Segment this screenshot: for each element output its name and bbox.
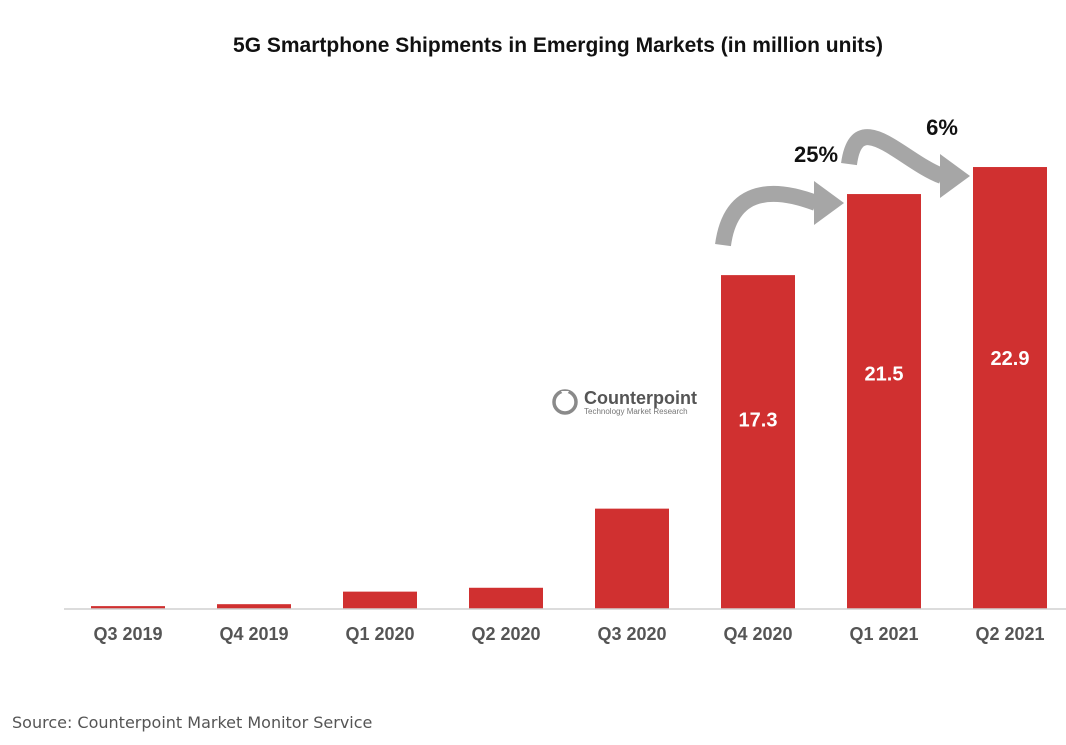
bar-q1-2020: [343, 591, 417, 609]
source-note: Source: Counterpoint Market Monitor Serv…: [12, 713, 373, 732]
x-tick-label: Q4 2020: [723, 624, 792, 644]
data-label: 22.9: [991, 348, 1030, 370]
growth-arrow-head: [814, 181, 844, 226]
bar-q3-2020: [595, 508, 669, 609]
bar-q4-2019: [217, 604, 291, 609]
bar-q1-2021: [847, 194, 921, 610]
growth-arrow-head: [940, 154, 970, 199]
growth-arrow-shaft: [841, 129, 946, 184]
chart-title: 5G Smartphone Shipments in Emerging Mark…: [233, 34, 883, 57]
x-tick-label: Q1 2021: [849, 624, 918, 644]
growth-label: 25%: [794, 142, 838, 167]
x-tick-label: Q2 2020: [471, 624, 540, 644]
x-tick-label: Q2 2021: [975, 624, 1044, 644]
data-label: 21.5: [865, 363, 904, 385]
bar-q2-2020: [469, 587, 543, 609]
growth-label: 6%: [926, 115, 958, 140]
bars-layer: [91, 167, 1047, 610]
counterpoint-watermark: Counterpoint Technology Market Research: [552, 388, 697, 416]
watermark-tagline: Technology Market Research: [584, 407, 688, 416]
x-tick-label: Q4 2019: [219, 624, 288, 644]
growth-arrow-shaft: [715, 185, 819, 247]
x-tick-label: Q3 2019: [93, 624, 162, 644]
counterpoint-logo-icon: [552, 389, 578, 415]
bar-q4-2020: [721, 275, 795, 609]
bar-q3-2019: [91, 606, 165, 609]
data-labels: 17.3 21.5 22.9: [739, 348, 1030, 432]
growth-annotations: 25% 6%: [715, 115, 970, 247]
data-label: 17.3: [739, 410, 778, 432]
bar-q2-2021: [973, 167, 1047, 609]
watermark-name: Counterpoint: [584, 388, 697, 408]
x-tick-label: Q1 2020: [345, 624, 414, 644]
x-tick-labels: Q3 2019 Q4 2019 Q1 2020 Q2 2020 Q3 2020 Q4 20…: [93, 624, 1044, 644]
x-tick-label: Q3 2020: [597, 624, 666, 644]
